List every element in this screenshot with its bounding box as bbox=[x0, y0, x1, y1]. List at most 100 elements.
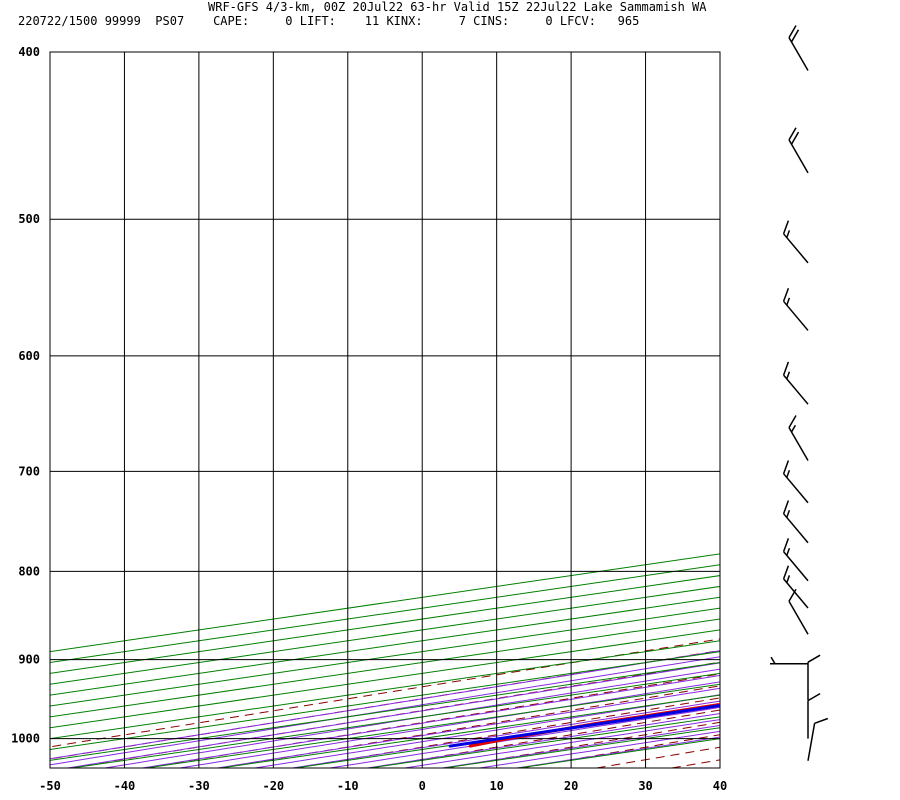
x-tick-label: 40 bbox=[713, 779, 727, 793]
isotherms bbox=[50, 553, 720, 768]
wind-barb-feather bbox=[782, 565, 790, 580]
wind-barb-feather bbox=[782, 287, 790, 302]
moist-adiabat-line bbox=[64, 662, 720, 768]
isotherm-line bbox=[50, 618, 720, 718]
wind-barb-feather bbox=[807, 654, 821, 663]
wind-barb-staff bbox=[788, 600, 809, 635]
wind-barb-feather bbox=[788, 415, 797, 428]
wind-barbs bbox=[769, 25, 829, 761]
isotherm-line bbox=[71, 672, 720, 768]
y-tick-label: 400 bbox=[18, 45, 40, 59]
x-tick-label: -50 bbox=[39, 779, 61, 793]
wind-barb-feather bbox=[782, 220, 790, 235]
wind-barb-feather bbox=[788, 25, 797, 38]
dry-adiabat-line bbox=[445, 721, 720, 768]
wind-barb-staff bbox=[807, 723, 816, 761]
axis-ticks: -50 -40 -30 -20 -10 0 10 20 30 40 400 500 600 700 800 9… bbox=[11, 45, 727, 793]
dry-adiabat-line bbox=[747, 52, 900, 768]
wind-barb-feather bbox=[782, 460, 790, 474]
moist-adiabat-line bbox=[176, 681, 720, 768]
moist-adiabat-line bbox=[476, 730, 720, 768]
isotherm-line bbox=[50, 596, 720, 696]
y-tick-label: 700 bbox=[18, 464, 40, 478]
wind-barb-feather bbox=[788, 588, 797, 602]
sounding-header: WRF-GFS 4/3-km, 00Z 20Jul22 63-hr Valid … bbox=[0, 0, 900, 32]
wind-barb-feather bbox=[814, 717, 829, 725]
wind-barb-feather bbox=[790, 29, 800, 43]
x-tick-label: 10 bbox=[489, 779, 503, 793]
x-tick-label: 0 bbox=[419, 779, 426, 793]
dry-adiabat-line bbox=[822, 52, 900, 768]
grid bbox=[49, 51, 721, 769]
dry-adiabats bbox=[50, 52, 900, 768]
wind-barb-half-feather bbox=[786, 547, 791, 556]
isotherm-line bbox=[369, 716, 720, 768]
moist-adiabats bbox=[50, 650, 720, 768]
wind-barb-staff bbox=[788, 37, 809, 71]
wind-barb-staff bbox=[788, 139, 809, 174]
x-tick-label: -20 bbox=[262, 779, 284, 793]
x-tick-label: -30 bbox=[188, 779, 210, 793]
moist-adiabat-line bbox=[363, 713, 720, 768]
wind-barb-staff bbox=[783, 374, 809, 405]
y-tick-label: 600 bbox=[18, 349, 40, 363]
wind-barb-feather bbox=[807, 692, 821, 702]
wind-barb-feather bbox=[782, 361, 790, 376]
isotherm-line bbox=[50, 585, 720, 685]
isotherm-line bbox=[50, 575, 720, 674]
isotherm-line bbox=[518, 738, 720, 768]
y-tick-label: 800 bbox=[18, 564, 40, 578]
isotherm-line bbox=[146, 683, 720, 768]
wind-barb-half-feather bbox=[786, 297, 791, 306]
moist-adiabat-line bbox=[401, 719, 720, 768]
wind-barb-staff bbox=[783, 578, 809, 609]
wind-barb-staff bbox=[788, 427, 809, 461]
wind-barb-feather bbox=[788, 127, 797, 141]
wind-barb-half-feather bbox=[786, 371, 791, 380]
isotherm-line bbox=[50, 629, 720, 729]
moist-adiabat-line bbox=[251, 694, 720, 768]
x-tick-label: 20 bbox=[564, 779, 578, 793]
dry-adiabat-line bbox=[144, 673, 720, 768]
wind-barb-half-feather bbox=[790, 424, 797, 433]
isotherm-line bbox=[50, 564, 720, 664]
wind-barb-half-feather bbox=[786, 230, 791, 238]
x-tick-label: -40 bbox=[114, 779, 136, 793]
plot-frame bbox=[49, 51, 721, 769]
isotherm-line bbox=[50, 640, 720, 740]
wind-barb-half-feather bbox=[786, 470, 791, 478]
dry-adiabat-line bbox=[69, 661, 720, 768]
moist-adiabat-line bbox=[288, 700, 720, 768]
wind-barb-half-feather bbox=[786, 575, 791, 583]
moist-adiabat-line bbox=[101, 668, 720, 768]
moist-adiabat-line bbox=[138, 674, 720, 768]
y-tick-label: 500 bbox=[18, 212, 40, 226]
y-tick-label: 1000 bbox=[11, 732, 40, 746]
dry-adiabat-line bbox=[596, 746, 720, 768]
x-tick-label: -10 bbox=[337, 779, 359, 793]
wind-barb-staff bbox=[783, 551, 809, 582]
dry-adiabat-line bbox=[220, 685, 720, 768]
wind-barb-half-feather bbox=[770, 656, 776, 665]
dry-adiabat-line bbox=[521, 734, 720, 768]
wind-barb-staff bbox=[783, 513, 809, 544]
model-run-title: WRF-GFS 4/3-km, 00Z 20Jul22 63-hr Valid … bbox=[208, 0, 707, 14]
x-tick-label: 30 bbox=[638, 779, 652, 793]
isotherm-line bbox=[220, 694, 720, 768]
wind-barb-half-feather bbox=[786, 509, 791, 518]
stability-indices-line: 220722/1500 99999 PS07 CAPE: 0 LIFT: 11 … bbox=[18, 14, 640, 28]
moist-adiabat-line bbox=[513, 736, 720, 768]
wind-barb-staff bbox=[783, 473, 809, 504]
wind-barb-feather bbox=[790, 131, 800, 145]
isotherm-line bbox=[50, 553, 720, 653]
dry-adiabat-line bbox=[370, 709, 720, 768]
isotherm-line bbox=[50, 607, 720, 707]
wind-barb-staff bbox=[783, 233, 809, 264]
dry-adiabat-line bbox=[671, 759, 720, 768]
wind-barb-feather bbox=[782, 538, 790, 552]
y-tick-label: 900 bbox=[18, 653, 40, 667]
moist-adiabat-line bbox=[50, 656, 720, 766]
wind-barb-feather bbox=[782, 500, 790, 514]
moist-adiabat-line bbox=[50, 650, 720, 760]
